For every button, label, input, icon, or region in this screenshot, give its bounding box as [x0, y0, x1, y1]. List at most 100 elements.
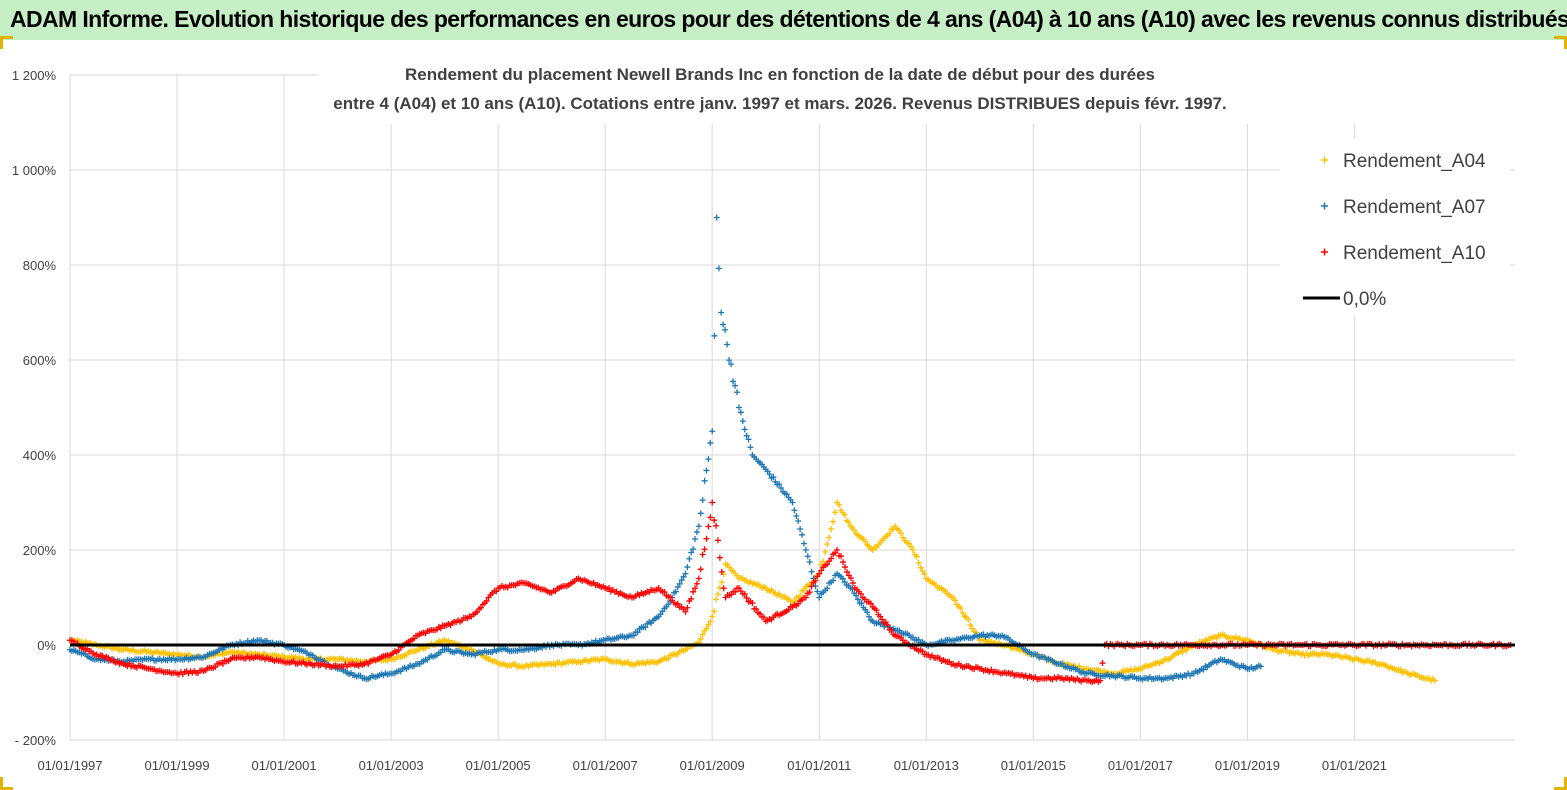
data-point: [713, 214, 720, 221]
banner-title: ADAM Informe. Evolution historique des p…: [10, 6, 1567, 32]
data-point: [1188, 670, 1195, 677]
data-point: [802, 547, 809, 553]
data-point: [743, 432, 750, 439]
data-point: [824, 541, 831, 548]
data-point: [814, 573, 821, 580]
data-point: [707, 618, 714, 625]
y-tick-label: 800%: [23, 258, 57, 273]
y-tick-label: 400%: [23, 448, 57, 463]
data-point: [732, 382, 739, 389]
data-point: [359, 675, 366, 682]
x-tick-label: 01/01/2019: [1215, 758, 1280, 773]
data-point: [974, 664, 981, 671]
y-tick-label: - 200%: [15, 733, 57, 748]
data-point: [703, 625, 710, 632]
data-point: [680, 573, 687, 580]
data-point: [919, 567, 926, 574]
data-point: [661, 589, 668, 596]
data-point: [830, 577, 837, 584]
data-point: [857, 590, 864, 597]
data-point: [690, 546, 697, 553]
data-point: [678, 577, 685, 584]
data-point: [814, 588, 821, 595]
frame-corner-top-left: [0, 36, 13, 49]
data-point: [898, 530, 905, 537]
frame-corner-bottom-left: [0, 777, 13, 790]
data-point: [1034, 651, 1041, 658]
data-point: [145, 648, 152, 655]
data-point: [519, 579, 526, 586]
data-point: [783, 491, 790, 498]
data-point: [917, 564, 924, 571]
data-point: [749, 600, 756, 607]
data-point: [212, 664, 219, 671]
data-point: [665, 655, 672, 662]
series-Rendement_A07: [67, 214, 1264, 683]
data-point: [1135, 675, 1142, 682]
legend-label: Rendement_A10: [1343, 243, 1486, 264]
data-point: [519, 647, 526, 654]
data-point: [715, 265, 722, 272]
data-point: [439, 637, 446, 644]
data-point: [858, 600, 865, 607]
data-point: [653, 614, 660, 621]
chart-title-line1: Rendement du placement Newell Brands Inc…: [405, 65, 1155, 84]
data-point: [693, 580, 700, 587]
frame-corner-bottom-right: [1554, 777, 1567, 790]
data-point: [800, 594, 807, 601]
data-point: [703, 467, 710, 474]
data-point: [720, 321, 727, 328]
data-point: [921, 570, 928, 577]
data-point: [974, 633, 981, 640]
data-point: [853, 592, 860, 599]
data-point: [791, 507, 798, 514]
data-point: [864, 609, 871, 616]
data-point: [867, 600, 874, 607]
data-point: [118, 646, 125, 653]
data-point: [1403, 668, 1410, 675]
data-point: [219, 660, 226, 667]
data-point: [699, 631, 706, 638]
data-point: [697, 566, 704, 573]
data-point: [686, 555, 693, 562]
legend-label: Rendement_A04: [1343, 151, 1486, 172]
data-point: [697, 510, 704, 517]
data-point: [493, 648, 500, 655]
data-point: [787, 603, 794, 610]
y-tick-label: 0%: [37, 638, 56, 653]
data-point: [845, 519, 852, 526]
data-point: [841, 511, 848, 518]
chart-title-box: Rendement du placement Newell Brands Inc…: [318, 62, 1520, 124]
x-tick-label: 01/01/2017: [1108, 758, 1173, 773]
data-point: [724, 341, 731, 348]
data-point: [722, 326, 729, 333]
data-point: [812, 577, 819, 584]
y-tick-label: 1 000%: [12, 163, 57, 178]
data-point: [172, 657, 179, 664]
data-point: [741, 426, 748, 433]
data-point: [674, 600, 681, 607]
data-point: [844, 568, 851, 575]
data-point: [894, 627, 901, 634]
data-point: [757, 610, 764, 617]
data-point: [705, 456, 712, 463]
data-point: [799, 531, 806, 538]
data-point: [693, 529, 700, 536]
data-point: [830, 518, 837, 525]
data-point: [730, 378, 737, 385]
data-point: [707, 439, 714, 446]
x-tick-label: 01/01/2013: [894, 758, 959, 773]
data-point: [718, 309, 725, 316]
frame-corner-top-right: [1554, 36, 1567, 49]
data-point: [913, 553, 920, 560]
data-point: [705, 621, 712, 628]
data-point: [714, 591, 721, 598]
data-point: [680, 605, 687, 612]
data-point: [959, 609, 966, 616]
data-point: [948, 661, 955, 668]
data-point: [770, 474, 777, 481]
data-point: [1055, 673, 1062, 680]
data-point: [684, 564, 691, 571]
data-point: [667, 594, 674, 601]
data-point: [915, 559, 922, 566]
